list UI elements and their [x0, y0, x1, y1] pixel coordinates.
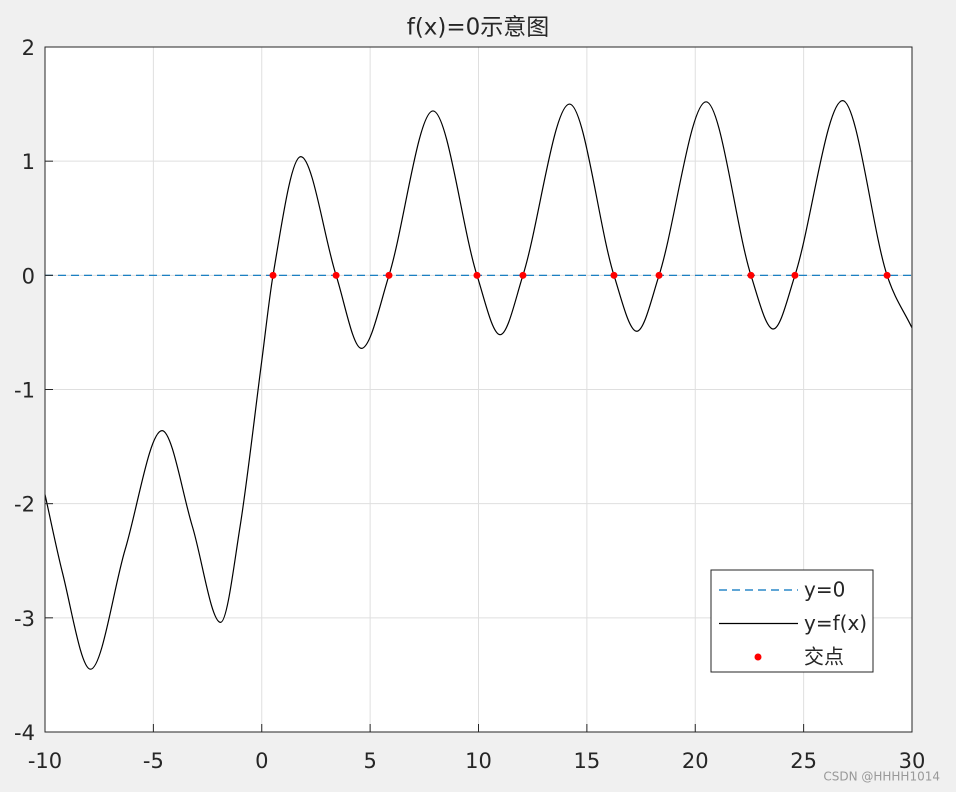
x-tick-label: 5	[363, 749, 376, 773]
x-tick-label: 0	[255, 749, 268, 773]
y-tick-label: -1	[14, 379, 35, 403]
x-tick-label: 15	[574, 749, 601, 773]
intersection-point	[883, 271, 891, 279]
y-tick-label: -4	[14, 721, 35, 745]
legend-label: 交点	[804, 645, 844, 669]
intersection-point	[519, 271, 527, 279]
x-tick-label: 20	[682, 749, 709, 773]
x-tick-label: 10	[465, 749, 492, 773]
y-tick-label: -3	[14, 607, 35, 631]
intersection-point	[747, 271, 755, 279]
legend: y=0 y=f(x) 交点	[710, 569, 874, 673]
x-tick-label: 30	[899, 749, 926, 773]
intersection-point	[332, 271, 340, 279]
y-tick-label: 0	[22, 264, 35, 288]
intersection-point	[655, 271, 663, 279]
x-tick-label: -10	[28, 749, 62, 773]
intersection-point	[610, 271, 618, 279]
legend-label: y=f(x)	[804, 611, 867, 635]
legend-marker	[754, 653, 762, 661]
intersection-point	[269, 271, 277, 279]
intersection-point	[473, 271, 481, 279]
x-tick-label: 25	[790, 749, 817, 773]
x-tick-label: -5	[143, 749, 164, 773]
y-tick-label: 2	[22, 36, 35, 60]
y-tick-label: -2	[14, 493, 35, 517]
chart-title: f(x)=0示意图	[407, 15, 550, 41]
watermark: CSDN @HHHH1014	[823, 770, 940, 784]
intersection-point	[385, 271, 393, 279]
intersection-point	[791, 271, 799, 279]
legend-box	[710, 569, 874, 673]
plot	[44, 100, 913, 670]
legend-label: y=0	[804, 578, 845, 602]
y-tick-label: 1	[22, 150, 35, 174]
